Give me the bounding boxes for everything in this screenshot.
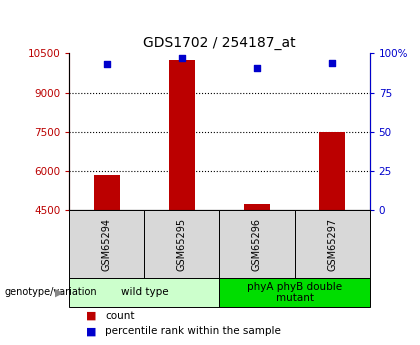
Bar: [244, 204, 270, 210]
Text: GSM65296: GSM65296: [252, 218, 262, 270]
Bar: [220, 210, 294, 278]
Bar: [69, 210, 144, 278]
Bar: [94, 175, 120, 210]
Bar: [169, 60, 195, 210]
Text: genotype/variation: genotype/variation: [4, 287, 97, 297]
Text: GSM65294: GSM65294: [102, 218, 112, 270]
Point: [178, 56, 185, 61]
Text: phyA phyB double
mutant: phyA phyB double mutant: [247, 282, 342, 303]
Bar: [220, 278, 370, 307]
Title: GDS1702 / 254187_at: GDS1702 / 254187_at: [143, 36, 296, 50]
Bar: [294, 210, 370, 278]
Text: GSM65295: GSM65295: [177, 218, 187, 270]
Text: ▶: ▶: [55, 287, 63, 297]
Point: [254, 65, 260, 70]
Text: wild type: wild type: [121, 287, 168, 297]
Bar: [144, 210, 220, 278]
Text: count: count: [105, 311, 134, 321]
Text: ■: ■: [86, 311, 97, 321]
Bar: [319, 132, 345, 210]
Text: ■: ■: [86, 326, 97, 336]
Point: [329, 60, 336, 66]
Bar: [69, 278, 220, 307]
Text: GSM65297: GSM65297: [327, 218, 337, 270]
Point: [103, 62, 110, 67]
Text: percentile rank within the sample: percentile rank within the sample: [105, 326, 281, 336]
